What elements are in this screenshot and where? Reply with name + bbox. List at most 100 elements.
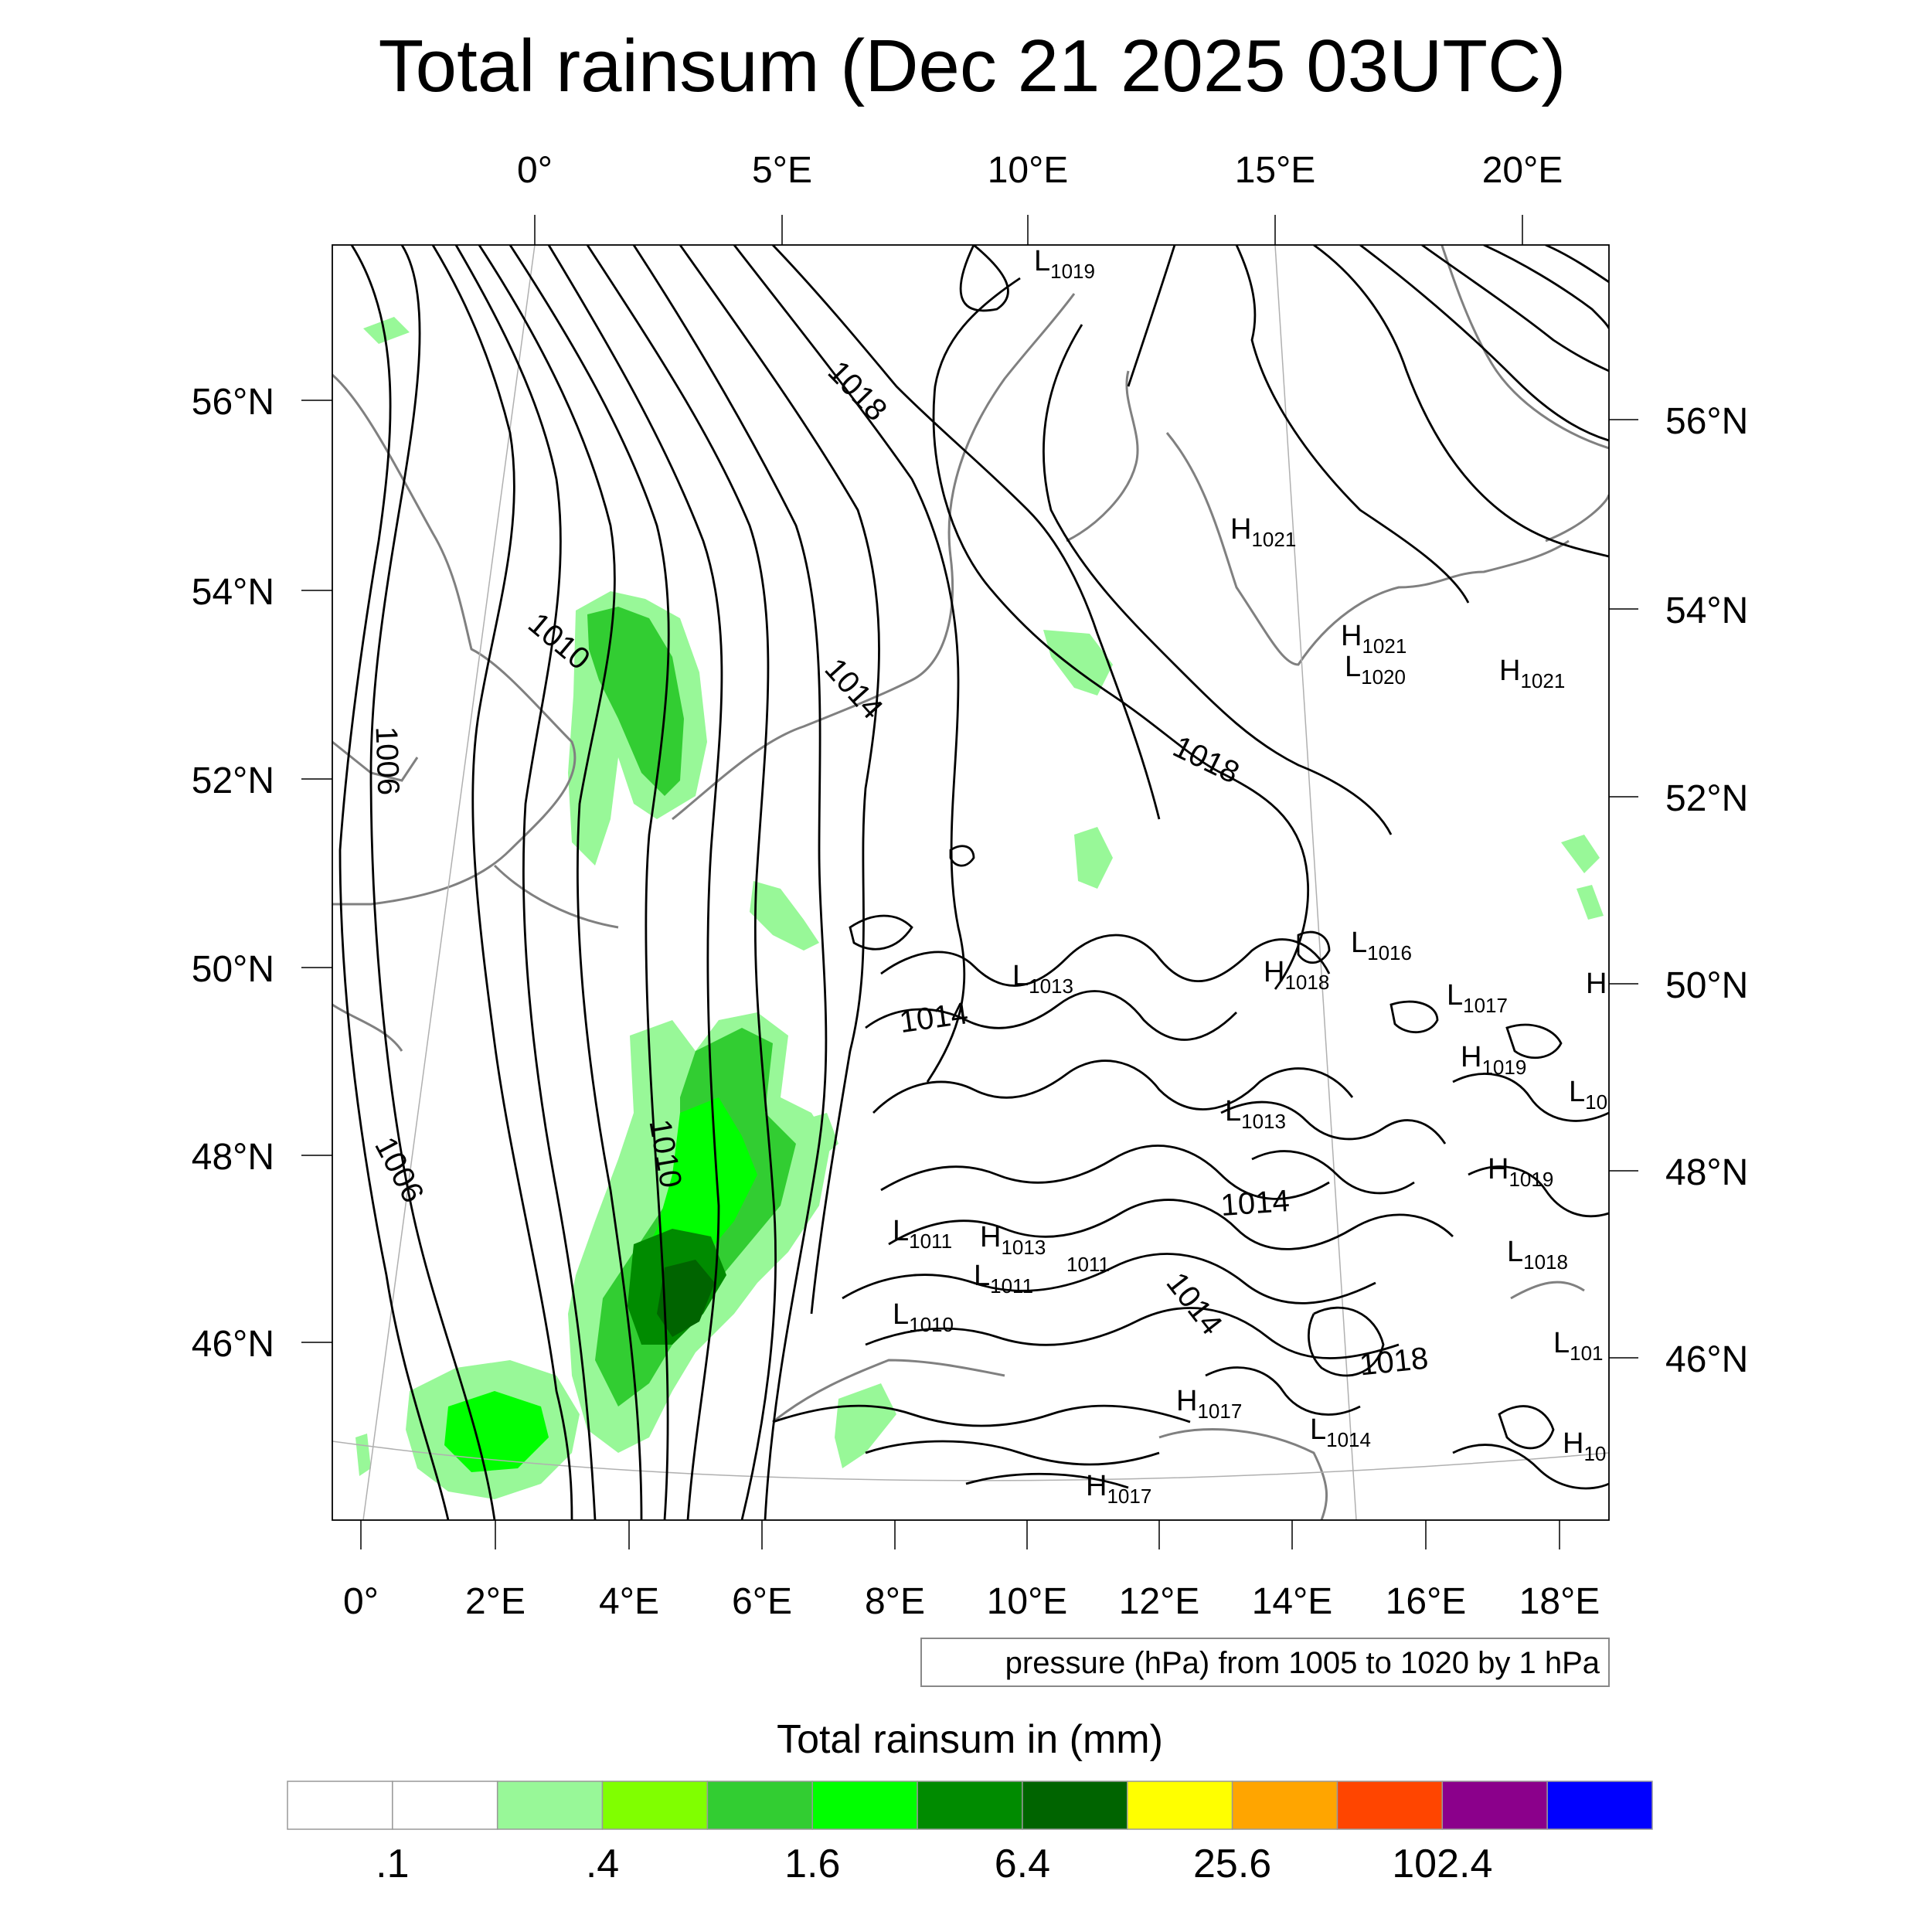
pressure-center-low: L1019 [1034, 245, 1095, 283]
colorbar-swatch [1336, 1781, 1444, 1830]
pressure-center-low: L101 [1553, 1327, 1604, 1365]
map-frame [332, 244, 1610, 1521]
lon-tick-label: 5°E [752, 150, 812, 191]
pressure-center-high: H1017 [1176, 1385, 1242, 1423]
lon-labels-bottom: 0° 2°E 4°E 6°E 8°E 10°E 12°E 14°E 16°E 1… [343, 1581, 1600, 1622]
isobar-label: 1014 [1219, 1184, 1291, 1223]
colorbar-tick-label: .4 [586, 1842, 619, 1886]
lat-tick-label: 54°N [192, 572, 274, 613]
colorbar-swatch [1127, 1781, 1233, 1830]
lon-tick-label: 14°E [1252, 1581, 1333, 1622]
pressure-center-high: H1021 [1341, 620, 1406, 658]
colorbar-swatch [496, 1781, 604, 1830]
contour-info-text: pressure (hPa) from 1005 to 1020 by 1 hP… [1005, 1646, 1600, 1680]
lon-tick-label: 12°E [1119, 1581, 1200, 1622]
lon-tick-label: 20°E [1482, 150, 1563, 191]
lon-tick-label: 0° [343, 1581, 379, 1622]
isobar-label: 1006 [369, 726, 405, 795]
lon-tick-label: 8°E [865, 1581, 925, 1622]
colorbar-swatch [601, 1781, 709, 1830]
lat-labels-left: 56°N 54°N 52°N 50°N 48°N 46°N [192, 382, 274, 1365]
colorbar-swatch [811, 1781, 918, 1830]
precipitation-field [355, 317, 1604, 1499]
colorbar-swatch [1231, 1781, 1338, 1830]
rain-area-light [1577, 885, 1604, 920]
lat-tick-label: 54°N [1665, 590, 1748, 631]
pressure-center-low: L1011 [893, 1215, 952, 1253]
pressure-center-high: H1017 [1086, 1470, 1151, 1508]
pressure-center-low: L1018 [1507, 1236, 1568, 1274]
rain-area-darkest [657, 1260, 715, 1337]
colorbar-tick-label: 102.4 [1392, 1842, 1492, 1886]
rain-area-light [835, 1383, 896, 1468]
lon-tick-label: 18°E [1519, 1581, 1600, 1622]
contour-info-box: pressure (hPa) from 1005 to 1020 by 1 hP… [920, 1638, 1610, 1687]
pressure-center-high: H1021 [1230, 513, 1296, 551]
rain-area-light [750, 881, 819, 951]
pressure-center-high: H1021 [1499, 655, 1565, 692]
lon-tick-label: 4°E [599, 1581, 659, 1622]
pressure-center-low: L1016 [1351, 927, 1412, 964]
colorbar-swatch [392, 1781, 498, 1830]
pressure-center-low: L10 [1569, 1076, 1607, 1114]
pressure-center-low: L1013 [1012, 960, 1073, 998]
rain-area-light [1561, 835, 1600, 873]
isobar-label: 1018 [1358, 1342, 1430, 1383]
pressure-center-low: L1020 [1345, 651, 1406, 689]
lon-tick-label: 2°E [465, 1581, 526, 1622]
pressure-center-low: L1013 [1225, 1095, 1286, 1133]
pressure-center-high: H1018 [1264, 956, 1329, 994]
lat-tick-label: 48°N [1665, 1152, 1748, 1193]
colorbar-swatch [917, 1781, 1023, 1830]
lat-tick-label: 56°N [1665, 401, 1748, 442]
map-area: 1006 1006 1010 1010 1014 1014 1014 1014 … [332, 245, 1609, 1520]
lat-labels-right: 56°N 54°N 52°N 50°N 48°N 46°N [1665, 401, 1748, 1380]
rain-area-light [1074, 827, 1113, 889]
colorbar-swatch [1441, 1781, 1548, 1830]
rain-area-light [355, 1434, 371, 1476]
isolated-contour-label: 1011 [1066, 1253, 1110, 1276]
lon-tick-label: 10°E [987, 1581, 1068, 1622]
pressure-center-high: H [1586, 968, 1607, 1000]
lon-tick-label: 15°E [1235, 150, 1316, 191]
lon-tick-label: 0° [517, 150, 553, 191]
pressure-center-high: H1013 [980, 1221, 1046, 1259]
lat-tick-label: 50°N [1665, 965, 1748, 1006]
pressure-center-low: L1011 [974, 1260, 1033, 1298]
lat-tick-label: 46°N [192, 1324, 274, 1365]
colorbar-tick-label: 1.6 [784, 1842, 840, 1886]
lat-tick-label: 52°N [1665, 778, 1748, 819]
coastlines [332, 245, 1609, 1520]
colorbar-swatch [706, 1781, 813, 1830]
isobars [338, 245, 1609, 1520]
rain-area-light [1043, 630, 1113, 696]
colorbar-tick-label: 6.4 [995, 1842, 1050, 1886]
lat-tick-label: 52°N [192, 760, 274, 801]
lon-tick-label: 16°E [1386, 1581, 1467, 1622]
lat-tick-label: 46°N [1665, 1339, 1748, 1380]
lat-tick-label: 48°N [192, 1137, 274, 1178]
colorbar: .1 .4 1.6 6.4 25.6 102.4 [287, 1781, 1653, 1886]
pressure-center-low: L1017 [1447, 979, 1508, 1017]
rain-area-light [363, 317, 410, 344]
colorbar-tick-label: 25.6 [1193, 1842, 1271, 1886]
colorbar-title: Total rainsum in (mm) [777, 1717, 1163, 1762]
colorbar-swatch [1546, 1781, 1653, 1830]
pressure-center-low: L1014 [1310, 1413, 1371, 1451]
lat-tick-label: 50°N [192, 949, 274, 990]
axis-ticks [301, 215, 1638, 1549]
pressure-center-high: H10 [1563, 1427, 1606, 1465]
colorbar-swatch [1022, 1781, 1128, 1830]
colorbar-tick-label: .1 [376, 1842, 409, 1886]
figure-title: Total rainsum (Dec 21 2025 03UTC) [379, 25, 1566, 107]
pressure-center-low: L1010 [893, 1298, 954, 1336]
lat-tick-label: 56°N [192, 382, 274, 423]
pressure-center-high: H1019 [1461, 1041, 1526, 1079]
lon-tick-label: 6°E [732, 1581, 792, 1622]
colorbar-swatch [287, 1781, 393, 1830]
lon-labels-top: 0° 5°E 10°E 15°E 20°E [517, 150, 1563, 191]
pressure-centers: L1019 H1021 H1021 L1020 H1021 L1016 H101… [893, 245, 1607, 1508]
lon-tick-label: 10°E [988, 150, 1069, 191]
pressure-center-high: H1019 [1488, 1153, 1553, 1191]
